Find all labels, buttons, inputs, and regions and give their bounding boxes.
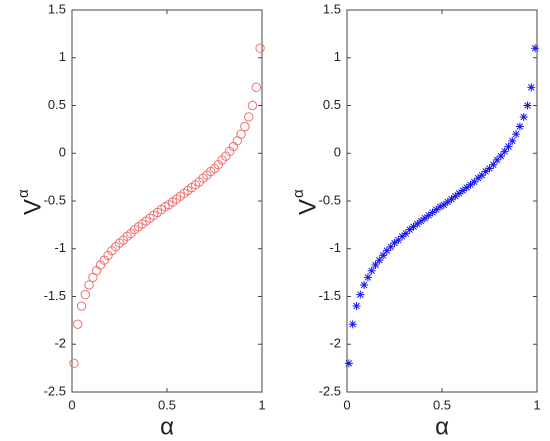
y-axis-label: Vα <box>290 189 321 215</box>
point <box>348 320 357 329</box>
point <box>356 290 365 299</box>
point <box>394 236 403 245</box>
point <box>470 177 479 186</box>
y-tick-label: -0.5 <box>44 192 66 207</box>
y-tick-label: 0.5 <box>323 97 341 112</box>
point <box>500 147 509 156</box>
y-axis-label-superscript: α <box>290 189 307 198</box>
point <box>466 180 475 189</box>
point <box>236 129 246 139</box>
point <box>455 189 464 198</box>
point <box>382 246 391 255</box>
point <box>344 359 353 368</box>
point <box>244 112 254 122</box>
y-tick-label: -1.5 <box>319 288 341 303</box>
point <box>247 100 258 111</box>
point <box>76 301 87 311</box>
point <box>398 232 407 241</box>
point <box>481 167 490 176</box>
y-tick-label: -2 <box>54 336 66 351</box>
point <box>390 239 399 248</box>
point <box>424 211 433 220</box>
point <box>251 82 261 93</box>
point <box>428 208 437 217</box>
x-tick-label: 0 <box>68 397 75 412</box>
y-tick-label: 1.5 <box>323 1 341 16</box>
point <box>360 281 369 290</box>
point <box>413 219 422 228</box>
y-axis-label-superscript: α <box>15 189 32 198</box>
point <box>255 43 265 53</box>
point <box>375 256 384 265</box>
y-tick-label: 0 <box>334 145 341 160</box>
x-tick-label: 0.5 <box>158 397 176 412</box>
point <box>401 229 410 238</box>
y-tick-label: -1 <box>54 240 66 255</box>
point <box>363 273 372 282</box>
point <box>80 289 91 300</box>
point <box>508 136 517 145</box>
point <box>519 112 528 121</box>
y-tick-label: -0.5 <box>319 192 341 207</box>
point <box>69 358 79 369</box>
y-tick-label: 1 <box>334 49 341 64</box>
y-axis-label-base: V <box>294 199 321 215</box>
point <box>474 174 483 183</box>
point <box>386 242 395 251</box>
point <box>417 217 426 226</box>
y-tick-label: 0.5 <box>48 97 66 112</box>
point <box>240 121 250 132</box>
y-tick-label: 0 <box>59 145 66 160</box>
y-axis-label-base: V <box>19 199 46 215</box>
x-axis-label: α <box>160 413 174 440</box>
point <box>409 222 418 231</box>
point <box>523 101 532 110</box>
point <box>485 164 494 173</box>
point <box>379 251 388 260</box>
point <box>512 130 521 139</box>
point <box>504 142 513 151</box>
point <box>515 122 524 131</box>
y-tick-label: -2.5 <box>319 383 341 398</box>
point <box>496 152 505 161</box>
point <box>527 83 536 92</box>
point <box>367 266 376 275</box>
point <box>443 197 452 206</box>
point <box>92 266 102 276</box>
y-tick-label: 1.5 <box>48 1 66 16</box>
y-tick-label: -1 <box>329 240 341 255</box>
point <box>405 225 414 234</box>
point <box>439 200 448 209</box>
point <box>458 186 467 195</box>
x-tick-label: 1 <box>533 397 540 412</box>
point <box>531 44 540 53</box>
point <box>477 171 486 180</box>
x-axis-label: α <box>435 413 449 440</box>
plot-frame <box>346 9 538 393</box>
point <box>451 192 460 201</box>
point <box>447 195 456 204</box>
point <box>84 280 94 290</box>
point <box>371 260 380 269</box>
point <box>436 202 445 211</box>
y-tick-label: -2 <box>329 336 341 351</box>
point <box>352 302 361 311</box>
y-tick-label: 1 <box>59 49 66 64</box>
point <box>73 319 83 329</box>
y-tick-label: -2.5 <box>44 383 66 398</box>
x-tick-label: 1 <box>258 397 265 412</box>
point <box>432 205 441 214</box>
y-axis-label: Vα <box>15 189 46 215</box>
point <box>493 155 502 164</box>
point <box>420 214 429 223</box>
point <box>489 160 498 169</box>
x-tick-label: 0.5 <box>433 397 451 412</box>
x-tick-label: 0 <box>343 397 350 412</box>
y-tick-label: -1.5 <box>44 288 66 303</box>
point <box>462 183 471 192</box>
